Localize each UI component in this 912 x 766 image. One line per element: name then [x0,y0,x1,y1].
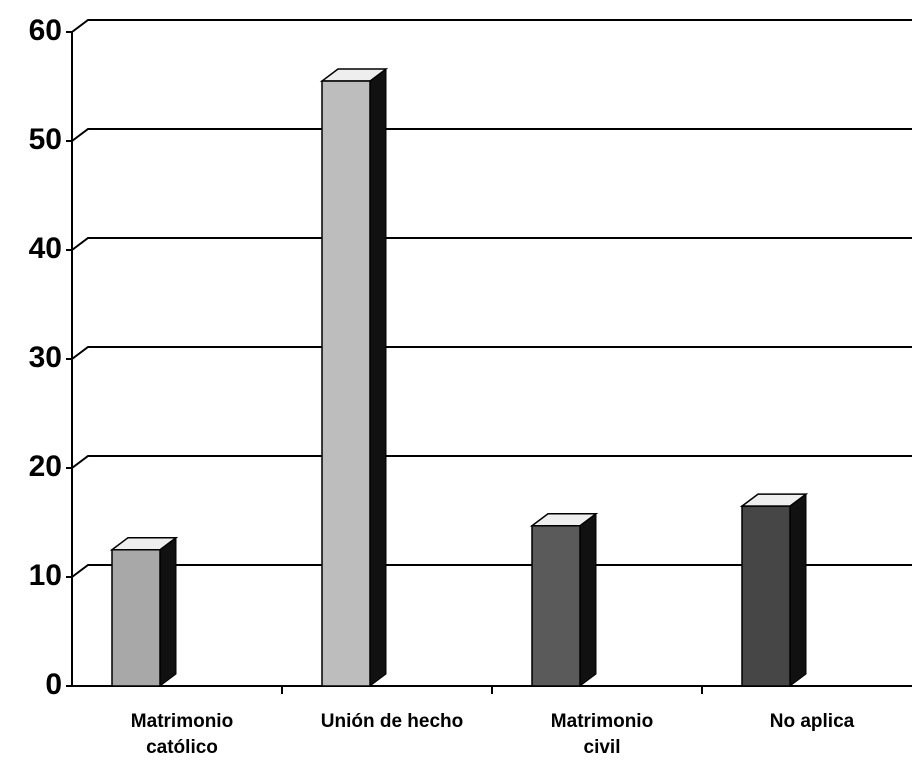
bar-side [579,512,597,687]
bar [321,80,371,687]
y-tick-label: 30 [29,341,62,374]
x-tick-label: Matrimonio católico [131,711,233,758]
y-tick-label: 10 [29,559,62,592]
grid-line [71,19,912,33]
x-tick-label: Matrimonio civil [551,711,653,758]
x-tick-label: No aplica [770,711,855,732]
y-tick-label: 50 [29,123,62,156]
bar-side [159,536,177,687]
bar [531,525,581,687]
x-tick-label: Unión de hecho [321,711,464,732]
y-tick-label: 60 [29,14,62,47]
grid-line [71,455,912,469]
bar [741,505,791,687]
grid-line [71,346,912,360]
y-tick-label: 0 [45,668,62,701]
bar-side [789,493,807,687]
grid-line [71,564,912,578]
grid-line [71,128,912,142]
y-tick-label: 20 [29,450,62,483]
y-tick-label: 40 [29,232,62,265]
grid-line [71,237,912,251]
bar [111,549,161,687]
bar-side [369,68,387,687]
